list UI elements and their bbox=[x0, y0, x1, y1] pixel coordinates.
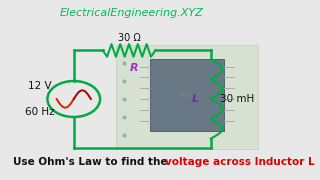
FancyBboxPatch shape bbox=[116, 45, 258, 149]
Text: 30 mH: 30 mH bbox=[220, 94, 254, 104]
Text: R: R bbox=[130, 63, 139, 73]
Text: ElectricalEngineering.XYZ: ElectricalEngineering.XYZ bbox=[60, 8, 204, 18]
FancyBboxPatch shape bbox=[150, 59, 224, 131]
Text: 30 Ω: 30 Ω bbox=[118, 33, 140, 43]
Text: L: L bbox=[191, 94, 198, 104]
Text: 12 V: 12 V bbox=[28, 81, 51, 91]
Text: Use Ohm's Law to find the: Use Ohm's Law to find the bbox=[13, 157, 171, 167]
Text: 60 Hz: 60 Hz bbox=[25, 107, 54, 117]
Text: XYZ: XYZ bbox=[180, 92, 194, 98]
Text: voltage across Inductor L: voltage across Inductor L bbox=[164, 157, 314, 167]
